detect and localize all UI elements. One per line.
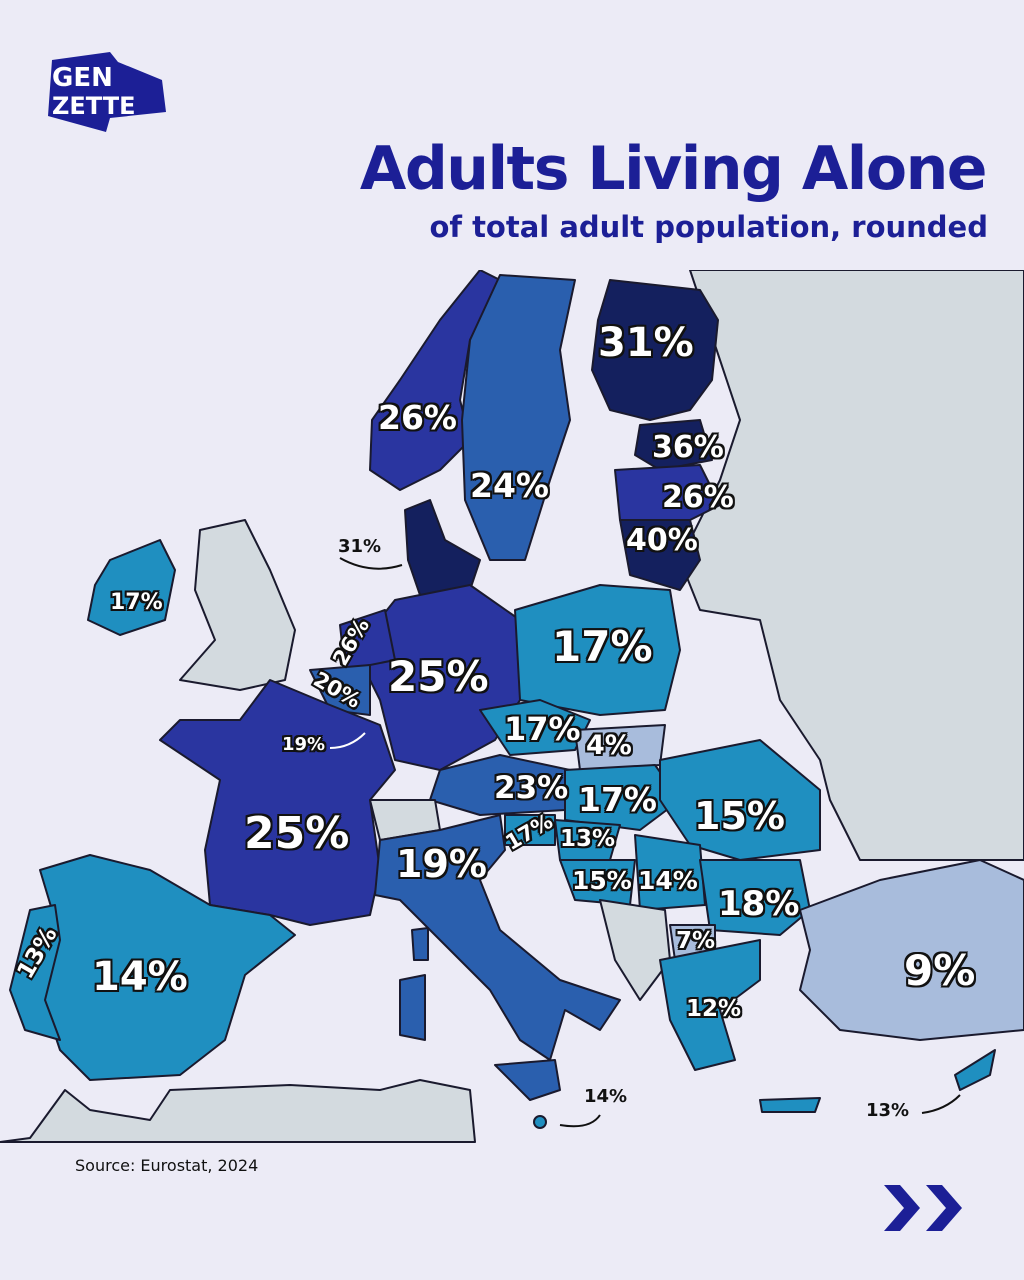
arrow-denmark <box>339 557 403 570</box>
region-crete <box>759 1097 821 1113</box>
region-italy <box>374 814 621 1061</box>
label-serbia: 14% <box>638 866 698 895</box>
region-hungary <box>564 764 681 831</box>
label-czechia: 17% <box>504 710 581 748</box>
label-bosnia: 15% <box>572 866 632 895</box>
label-austria: 23% <box>494 770 569 806</box>
label-sweden: 24% <box>470 466 549 505</box>
label-turkey: 9% <box>904 946 976 995</box>
region-serbia <box>634 834 706 911</box>
region-corsica <box>411 927 429 961</box>
region-sweden <box>461 274 576 561</box>
region-belgium <box>309 664 371 716</box>
region-netherlands <box>339 609 396 671</box>
region-lithuania <box>619 519 701 591</box>
page-subtitle: of total adult population, rounded <box>429 210 988 244</box>
logo-text-zette: ZETTE <box>52 92 135 120</box>
label-estonia: 36% <box>652 430 724 465</box>
region-romania <box>659 739 821 861</box>
region-denmark <box>404 499 481 596</box>
page-title: Adults Living Alone <box>359 134 988 204</box>
region-malta <box>533 1115 547 1129</box>
region-north-africa <box>0 1079 476 1143</box>
region-sardinia <box>399 974 426 1041</box>
label-north-macedonia: 7% <box>676 928 716 954</box>
label-luxembourg: 19% <box>282 734 326 755</box>
region-bulgaria <box>699 859 811 936</box>
region-slovenia <box>504 814 556 846</box>
label-cyprus: 13% <box>866 1100 910 1121</box>
label-lithuania: 40% <box>626 523 698 558</box>
region-finland <box>591 279 719 421</box>
arrow-malta <box>559 1114 601 1128</box>
arrow-luxembourg <box>329 732 366 749</box>
logo-text-gen: GEN <box>52 63 113 93</box>
region-uk <box>179 519 296 691</box>
label-romania: 15% <box>694 794 785 838</box>
region-russia <box>679 270 1024 861</box>
region-portugal <box>9 904 61 1041</box>
label-croatia: 13% <box>560 826 616 852</box>
label-poland: 17% <box>552 622 653 671</box>
label-norway: 26% <box>378 398 457 437</box>
label-france: 25% <box>244 808 350 859</box>
region-sicily <box>494 1059 561 1101</box>
label-slovakia: 4% <box>586 730 632 761</box>
label-denmark: 31% <box>338 536 382 557</box>
label-finland: 31% <box>598 320 694 366</box>
label-germany: 25% <box>388 652 489 701</box>
europe-map: 31% 26% 24% 36% 26% 40% 31% 17% 26% 20% … <box>0 270 1024 1150</box>
double-chevron-right-icon[interactable] <box>880 1183 970 1233</box>
region-cyprus <box>954 1049 996 1091</box>
label-spain: 14% <box>92 954 188 1000</box>
label-italy: 19% <box>396 842 487 886</box>
region-turkey <box>799 859 1024 1041</box>
map-shapes <box>0 270 1024 1143</box>
arrow-cyprus <box>921 1094 961 1114</box>
label-bulgaria: 18% <box>718 884 800 924</box>
label-hungary: 17% <box>578 780 657 819</box>
source-text: Source: Eurostat, 2024 <box>75 1156 259 1175</box>
label-greece: 12% <box>686 996 742 1022</box>
label-latvia: 26% <box>662 480 734 515</box>
genzette-logo: GEN ZETTE <box>48 52 166 132</box>
label-malta: 14% <box>584 1086 628 1107</box>
region-greece <box>659 939 761 1071</box>
region-latvia <box>614 464 721 526</box>
region-balkans-nodata <box>599 899 671 1001</box>
region-ireland <box>87 539 176 636</box>
label-ireland: 17% <box>110 590 163 615</box>
region-france <box>159 679 396 926</box>
